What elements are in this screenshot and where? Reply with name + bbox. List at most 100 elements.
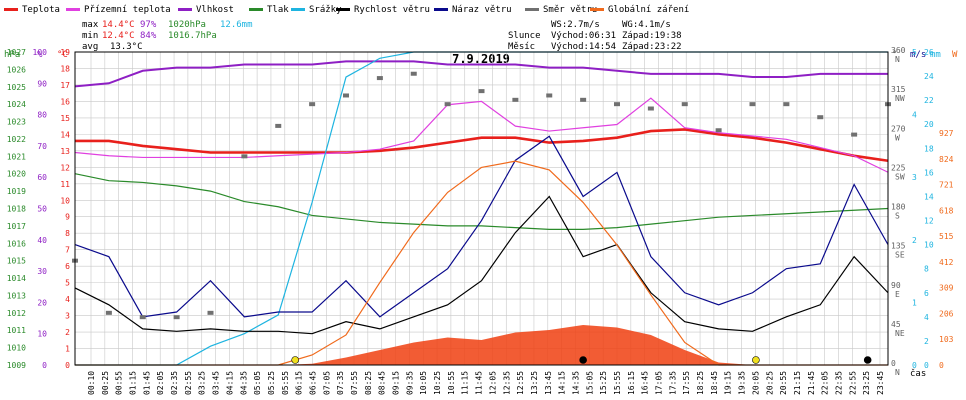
tick-ms-6: 12 [924, 217, 934, 226]
unit-w: W [952, 50, 958, 60]
tick-dir-4: 180 [891, 203, 906, 212]
tick-c-1: 1 [65, 345, 70, 354]
tick-dir-1: 45 [891, 320, 901, 329]
wind-dir-point-15 [580, 97, 587, 102]
legend-label-1: Přízemní teplota [84, 5, 171, 15]
tick-hpa-9: 1018 [7, 205, 26, 214]
wind-dir-point-23 [851, 132, 858, 137]
stat-max-press: 1020hPa [168, 20, 206, 30]
stat-min-hum: 84% [140, 31, 157, 41]
tick-time-28: 11:45 [475, 371, 484, 395]
stat-rain-total: 12.6mm [220, 20, 253, 30]
legend-swatch-3 [249, 8, 263, 11]
tick-dirname-2: E [895, 290, 900, 299]
tick-w-5: 515 [939, 232, 954, 241]
tick-mm-2: 2 [912, 236, 917, 245]
wind-dir-point-10 [410, 71, 417, 76]
stat-max-label: max [82, 20, 99, 30]
tick-w-3: 309 [939, 284, 954, 293]
legend-swatch-1 [66, 8, 80, 11]
legend-swatch-5 [336, 8, 350, 11]
series-line-9 [75, 160, 888, 366]
tick-time-3: 01:15 [129, 371, 138, 395]
tick-dirname-3: SE [895, 251, 905, 260]
tick-time-5: 02:05 [156, 371, 165, 395]
info-sun-set: Západ:19:38 [622, 31, 682, 41]
tick-hpa-10: 1019 [7, 187, 26, 196]
tick-ms-7: 14 [924, 192, 934, 201]
tick-time-2: 00:55 [115, 371, 124, 395]
wind-dir-point-7 [309, 102, 316, 107]
tick-time-55: 22:55 [848, 371, 857, 395]
series-line-4 [75, 51, 888, 366]
legend: Teplota Přízemní teplota Vlhkost Tlak Srážky… [4, 5, 689, 15]
tick-hpa-8: 1017 [7, 222, 26, 231]
tick-hpa-0: 1009 [7, 361, 26, 370]
wind-dir-point-16 [614, 102, 620, 107]
tick-time-13: 05:25 [267, 371, 276, 395]
tick-time-33: 13:45 [544, 371, 553, 395]
grid [75, 51, 888, 365]
tick-ms-3: 6 [924, 289, 929, 298]
tick-dirname-0: N [895, 368, 900, 377]
wind-dir-point-3 [173, 315, 180, 320]
tick-mm-0: 0 [912, 361, 917, 370]
tick-time-9: 03:45 [212, 371, 221, 395]
tick-time-44: 18:25 [696, 371, 705, 395]
tick-dirname-8: N [895, 55, 900, 64]
tick-w-4: 412 [939, 258, 954, 267]
tick-dirname-4: S [895, 212, 900, 221]
plot-frame [74, 51, 889, 366]
tick-w-2: 206 [939, 309, 954, 318]
tick-c-10: 10 [60, 196, 70, 205]
tick-time-50: 20:55 [779, 371, 788, 395]
wind-dir-point-13 [512, 97, 519, 102]
tick-time-8: 03:25 [198, 371, 207, 395]
tick-time-1: 00:25 [101, 371, 110, 395]
tick-time-26: 10:55 [447, 371, 456, 395]
tick-time-16: 06:45 [308, 371, 317, 395]
tick-hpa-14: 1023 [7, 118, 26, 127]
tick-ms-1: 2 [924, 337, 929, 346]
tick-dir-3: 135 [891, 242, 906, 251]
tick-time-21: 08:45 [378, 371, 387, 395]
tick-time-42: 17:35 [668, 371, 677, 395]
tick-mm-3: 3 [912, 173, 917, 182]
series-line-6 [74, 135, 889, 318]
wind-dir-point-4 [207, 310, 214, 315]
tick-dir-7: 315 [891, 85, 906, 94]
tick-time-57: 23:45 [876, 371, 885, 395]
tick-ms-11: 22 [924, 96, 934, 105]
tick-pct-6: 60 [37, 173, 47, 182]
tick-c-13: 13 [60, 147, 70, 156]
info-wg: WG:4.1m/s [622, 20, 671, 30]
stat-min-label: min [82, 31, 98, 41]
tick-mm-4: 4 [912, 111, 917, 120]
wind-dir-point-21 [783, 102, 790, 107]
tick-w-1: 103 [939, 335, 954, 344]
legend-label-3: Tlak [267, 5, 289, 15]
tick-hpa-15: 1024 [7, 100, 26, 109]
tick-time-46: 19:15 [724, 371, 733, 395]
legend-label-6: Náraz větru [452, 5, 512, 15]
tick-dirname-1: NE [895, 329, 905, 338]
info-ws: WS:2.7m/s [551, 20, 600, 30]
tick-time-6: 02:35 [170, 371, 179, 395]
stat-max-hum: 97% [140, 20, 157, 30]
tick-c-17: 17 [60, 81, 70, 90]
wind-dir-point-8 [343, 93, 349, 98]
info-moon-rise: Východ:14:54 [551, 42, 616, 52]
tick-dir-6: 270 [891, 124, 906, 133]
tick-time-47: 19:35 [738, 371, 747, 395]
series-line-5 [74, 195, 889, 335]
tick-ms-10: 20 [924, 120, 934, 129]
tick-hpa-3: 1012 [7, 309, 26, 318]
info-block: WS:2.7m/s WG:4.1m/s Slunce Východ:06:31 … [508, 20, 682, 52]
tick-pct-1: 10 [37, 330, 47, 339]
tick-c-3: 3 [65, 312, 70, 321]
plot-area [72, 51, 891, 366]
tick-time-15: 06:15 [295, 371, 304, 395]
wind-dir-point-14 [546, 93, 553, 98]
tick-time-30: 12:35 [502, 371, 511, 395]
tick-time-23: 09:35 [405, 371, 414, 395]
